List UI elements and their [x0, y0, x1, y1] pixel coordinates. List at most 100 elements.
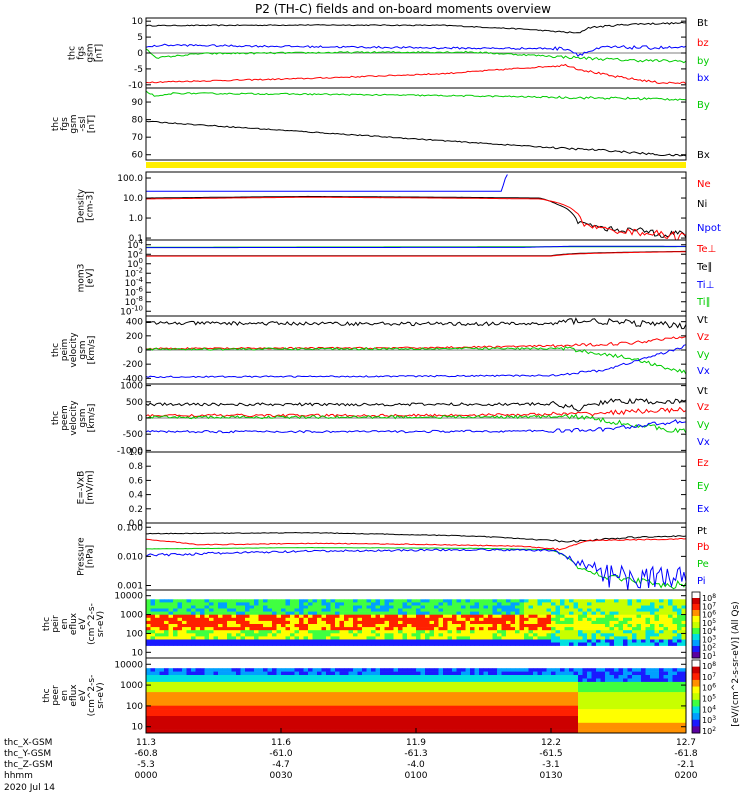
- spectrogram-cell: [560, 719, 565, 724]
- spectrogram-cell: [168, 705, 174, 710]
- spectrogram-cell: [434, 611, 439, 615]
- spectrogram-cell: [641, 608, 646, 612]
- spectrogram-cell: [411, 692, 417, 696]
- spectrogram-cell: [636, 692, 642, 696]
- spectrogram-cell: [150, 685, 156, 689]
- spectrogram-cell: [267, 624, 273, 628]
- spectrogram-cell: [371, 608, 376, 612]
- spectrogram-cell: [470, 729, 475, 734]
- spectrogram-cell: [609, 678, 615, 683]
- spectrogram-cell: [623, 692, 628, 696]
- spectrogram-cell: [294, 698, 300, 703]
- spectrogram-cell: [479, 614, 484, 619]
- spectrogram-cell: [290, 716, 295, 720]
- spectrogram-cell: [209, 709, 214, 713]
- spectrogram-cell: [510, 602, 516, 606]
- spectrogram-cell: [335, 620, 340, 625]
- spectrogram-cell: [285, 675, 291, 679]
- spectrogram-cell: [402, 692, 408, 696]
- spectrogram-cell: [231, 695, 237, 700]
- spectrogram-cell: [596, 602, 601, 606]
- spectrogram-cell: [605, 639, 610, 643]
- spectrogram-cell: [555, 624, 561, 628]
- spectrogram-cell: [240, 636, 246, 640]
- spectrogram-cell: [312, 716, 318, 720]
- spectrogram-cell: [182, 702, 187, 706]
- spectrogram-cell: [299, 605, 304, 609]
- spectrogram-cell: [249, 605, 255, 609]
- spectrogram-cell: [591, 712, 597, 717]
- spectrogram-cell: [213, 712, 219, 717]
- spectrogram-cell: [330, 695, 336, 700]
- spectrogram-cell: [213, 729, 219, 734]
- spectrogram-cell: [519, 702, 525, 706]
- spectrogram-cell: [474, 671, 480, 676]
- spectrogram-cell: [555, 695, 561, 700]
- spectrogram-cell: [186, 614, 192, 619]
- spectrogram-cell: [173, 671, 178, 676]
- spectrogram-cell: [461, 599, 466, 603]
- spectrogram-cell: [191, 608, 196, 612]
- spectrogram-cell: [456, 599, 462, 603]
- spectrogram-cell: [249, 608, 255, 612]
- spectrogram-cell: [326, 685, 331, 689]
- spectrogram-cell: [231, 624, 237, 628]
- spectrogram-cell: [434, 617, 439, 622]
- spectrogram-cell: [200, 630, 205, 634]
- spectrogram-cell: [560, 678, 565, 683]
- spectrogram-cell: [416, 729, 421, 734]
- spectrogram-cell: [375, 726, 381, 730]
- spectrogram-cell: [465, 695, 471, 700]
- spectrogram-cell: [614, 620, 619, 625]
- spectrogram-cell: [380, 627, 385, 631]
- spectrogram-cell: [173, 719, 178, 724]
- spectrogram-cell: [614, 695, 619, 700]
- spectrogram-cell: [600, 611, 606, 615]
- spectrogram-cell: [677, 681, 682, 686]
- spectrogram-cell: [177, 602, 183, 606]
- spectrogram-cell: [254, 620, 259, 625]
- spectrogram-cell: [339, 624, 345, 628]
- spectrogram-cell: [389, 712, 394, 717]
- spectrogram-cell: [357, 639, 363, 643]
- spectrogram-cell: [632, 729, 637, 734]
- spectrogram-cell: [326, 705, 331, 710]
- spectrogram-cell: [465, 636, 471, 640]
- spectrogram-cell: [384, 620, 390, 625]
- spectrogram-cell: [420, 602, 426, 606]
- spectrogram-cell: [303, 627, 309, 631]
- spectrogram-cell: [429, 695, 435, 700]
- spectrogram-cell: [425, 685, 430, 689]
- spectrogram-cell: [204, 698, 210, 703]
- spectrogram-cell: [366, 709, 372, 713]
- spectrogram-cell: [542, 636, 547, 640]
- spectrogram-cell: [254, 729, 259, 734]
- spectrogram-cell: [614, 705, 619, 710]
- spectrogram-cell: [218, 624, 223, 628]
- spectrogram-cell: [659, 617, 664, 622]
- spectrogram-cell: [632, 617, 637, 622]
- spectrogram-cell: [609, 617, 615, 622]
- spectrogram-cell: [164, 722, 169, 727]
- spectrogram-cell: [627, 702, 633, 706]
- spectrogram-cell: [339, 702, 345, 706]
- spectrogram-cell: [447, 636, 453, 640]
- spectrogram-cell: [348, 624, 354, 628]
- spectrogram-cell: [240, 719, 246, 724]
- spectrogram-cell: [182, 722, 187, 727]
- spectrogram-cell: [569, 688, 574, 693]
- spectrogram-cell: [627, 639, 633, 643]
- spectrogram-cell: [186, 685, 192, 689]
- spectrogram-cell: [317, 702, 322, 706]
- spectrogram-cell: [650, 712, 655, 717]
- spectrogram-cell: [344, 722, 349, 727]
- spectrogram-cell: [600, 709, 606, 713]
- spectrogram-cell: [614, 639, 619, 643]
- spectrogram-cell: [587, 668, 592, 672]
- spectrogram-cell: [155, 602, 160, 606]
- spectrogram-cell: [182, 712, 187, 717]
- spectrogram-cell: [501, 620, 507, 625]
- spectrogram-cell: [501, 627, 507, 631]
- spectrogram-cell: [393, 716, 399, 720]
